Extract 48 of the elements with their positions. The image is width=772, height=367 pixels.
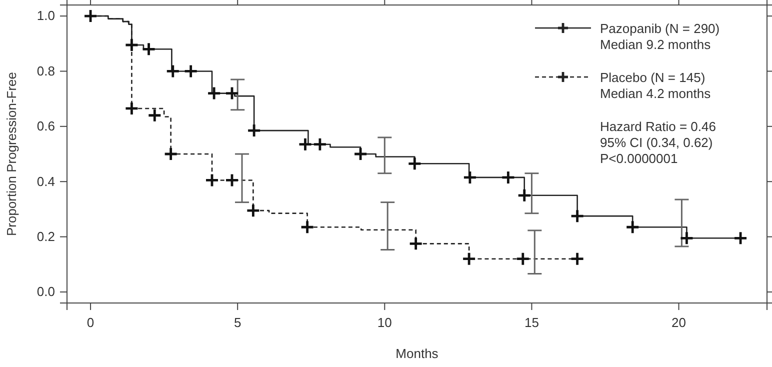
legend-label: Pazopanib (N = 290) Median 9.2 months — [600, 21, 720, 52]
annotation: 95% CI (0.34, 0.62) — [600, 135, 713, 150]
x-tick-label: 10 — [377, 315, 392, 330]
point — [246, 123, 262, 138]
legend-label: Placebo (N = 145) Median 4.2 months — [600, 70, 712, 101]
point — [407, 156, 422, 171]
x-tick-label: 0 — [86, 315, 94, 330]
point — [408, 236, 424, 251]
point — [462, 252, 476, 266]
x-tick-label: 5 — [234, 315, 242, 330]
point — [124, 38, 139, 52]
point — [206, 86, 222, 100]
y-tick-label: 0.6 — [36, 118, 55, 134]
point — [516, 252, 530, 266]
point — [680, 230, 694, 246]
y-tick-label: 0.2 — [36, 228, 55, 244]
y-tick-label: 0.8 — [36, 63, 55, 78]
y-axis-title: Proportion Progression-Free — [4, 72, 19, 236]
annotation: P<0.0000001 — [600, 151, 678, 166]
point — [246, 203, 260, 218]
y-tick-label: 0.0 — [36, 284, 55, 300]
point — [224, 173, 240, 188]
point — [224, 86, 240, 100]
point — [300, 220, 314, 234]
point — [353, 146, 368, 162]
annotation: Hazard Ratio = 0.46 — [600, 119, 716, 134]
point — [142, 42, 156, 56]
point — [312, 137, 328, 152]
point — [625, 220, 640, 234]
x-axis-title: Months — [396, 346, 439, 361]
y-tick-label: 1.0 — [36, 8, 55, 24]
point — [184, 64, 198, 78]
point — [204, 173, 220, 188]
point — [733, 230, 748, 246]
point — [517, 188, 532, 203]
point — [164, 146, 178, 162]
point — [298, 137, 312, 152]
x-tick-label: 15 — [524, 315, 539, 330]
point — [462, 170, 478, 185]
point — [166, 64, 180, 78]
point — [147, 108, 162, 123]
point — [83, 8, 98, 24]
point — [500, 170, 516, 185]
point — [570, 252, 584, 266]
point — [124, 101, 139, 116]
point — [570, 208, 584, 224]
x-tick-label: 20 — [672, 315, 686, 330]
y-tick-label: 0.4 — [36, 174, 55, 189]
